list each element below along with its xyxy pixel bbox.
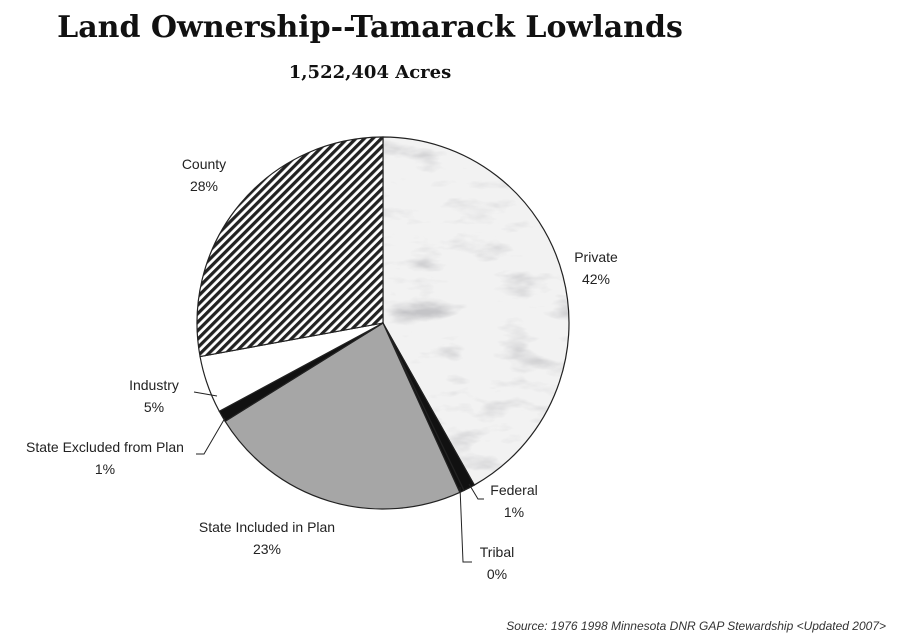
leader-line xyxy=(196,417,226,455)
slice-label: Tribal xyxy=(480,544,515,560)
slice-label: Federal xyxy=(490,482,537,498)
leader-line xyxy=(459,486,472,563)
leader-line xyxy=(193,391,218,397)
leader-line xyxy=(468,483,484,500)
chart-title: Land Ownership--Tamarack Lowlands xyxy=(57,10,683,45)
source-note: Source: 1976 1998 Minnesota DNR GAP Stew… xyxy=(506,619,886,633)
pie-slice-private xyxy=(382,136,570,486)
pie-slice-county xyxy=(196,136,384,358)
slice-label: County xyxy=(182,156,226,172)
slice-percent: 42% xyxy=(582,271,610,287)
slice-percent: 1% xyxy=(95,461,115,477)
slice-percent: 1% xyxy=(504,504,524,520)
slice-percent: 5% xyxy=(144,399,164,415)
slice-label: Private xyxy=(574,249,618,265)
slice-label: State Excluded from Plan xyxy=(26,439,184,455)
slice-percent: 23% xyxy=(253,541,281,557)
slice-percent: 0% xyxy=(487,566,507,582)
slice-label: State Included in Plan xyxy=(199,519,335,535)
pie-slice-state-included-in-plan xyxy=(224,322,461,510)
chart-subtitle: 1,522,404 Acres xyxy=(288,62,452,83)
slice-label: Industry xyxy=(129,377,179,393)
slice-percent: 28% xyxy=(190,178,218,194)
